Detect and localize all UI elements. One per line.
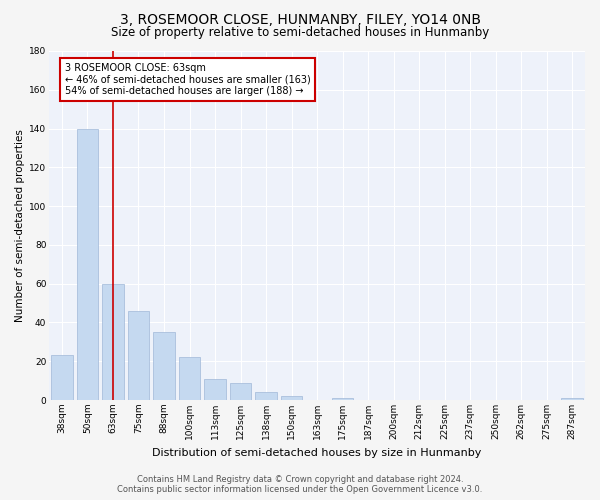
Text: Contains HM Land Registry data © Crown copyright and database right 2024.
Contai: Contains HM Land Registry data © Crown c…: [118, 474, 482, 494]
Bar: [51, 356, 73, 400]
Bar: [153, 332, 175, 400]
Bar: [204, 378, 226, 400]
Y-axis label: Number of semi-detached properties: Number of semi-detached properties: [15, 129, 25, 322]
Bar: [179, 358, 200, 400]
X-axis label: Distribution of semi-detached houses by size in Hunmanby: Distribution of semi-detached houses by …: [152, 448, 482, 458]
Text: 3, ROSEMOOR CLOSE, HUNMANBY, FILEY, YO14 0NB: 3, ROSEMOOR CLOSE, HUNMANBY, FILEY, YO14…: [119, 12, 481, 26]
Bar: [562, 398, 583, 400]
Bar: [128, 311, 149, 400]
Text: 3 ROSEMOOR CLOSE: 63sqm
← 46% of semi-detached houses are smaller (163)
54% of s: 3 ROSEMOOR CLOSE: 63sqm ← 46% of semi-de…: [65, 62, 310, 96]
Bar: [281, 396, 302, 400]
Bar: [230, 382, 251, 400]
Bar: [332, 398, 353, 400]
Text: Size of property relative to semi-detached houses in Hunmanby: Size of property relative to semi-detach…: [111, 26, 489, 39]
Bar: [102, 284, 124, 400]
Bar: [77, 128, 98, 400]
Bar: [255, 392, 277, 400]
